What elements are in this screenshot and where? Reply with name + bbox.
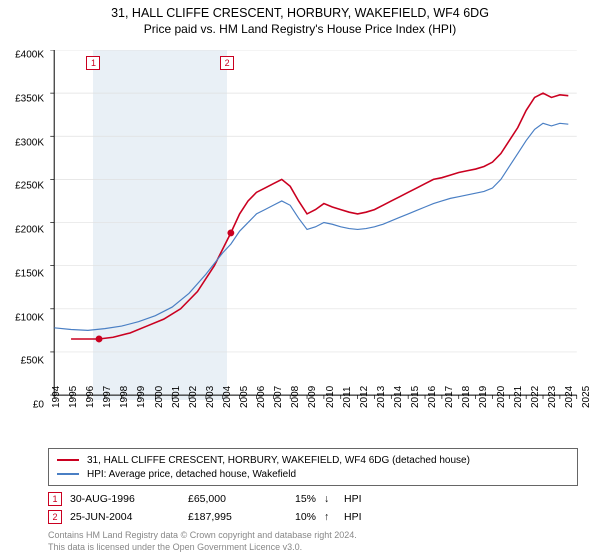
footer-attribution: Contains HM Land Registry data © Crown c…: [48, 530, 578, 553]
sale-pct: 15%: [276, 493, 316, 505]
sale-hpi-label: HPI: [344, 493, 374, 505]
legend-label: 31, HALL CLIFFE CRESCENT, HORBURY, WAKEF…: [87, 455, 470, 466]
legend-box: 31, HALL CLIFFE CRESCENT, HORBURY, WAKEF…: [48, 448, 578, 486]
sale-row: 2 25-JUN-2004 £187,995 10% ↑ HPI: [48, 508, 578, 526]
sale-marker-1: 1: [86, 56, 100, 70]
x-tick-label: 1997: [102, 386, 113, 408]
footer-line1: Contains HM Land Registry data © Crown c…: [48, 530, 578, 542]
y-tick-label: £400K: [0, 50, 44, 61]
x-tick-label: 2020: [496, 386, 507, 408]
x-tick-label: 2010: [325, 386, 336, 408]
y-tick-label: £350K: [0, 93, 44, 104]
x-tick-label: 2021: [513, 386, 524, 408]
x-tick-label: 2015: [410, 386, 421, 408]
legend-swatch: [57, 473, 79, 475]
x-tick-label: 1996: [85, 386, 96, 408]
x-tick-label: 1995: [68, 386, 79, 408]
y-tick-label: £200K: [0, 225, 44, 236]
x-tick-label: 2018: [461, 386, 472, 408]
title-subtitle: Price paid vs. HM Land Registry's House …: [0, 22, 600, 36]
x-tick-label: 2008: [290, 386, 301, 408]
x-tick-label: 2002: [188, 386, 199, 408]
legend-row: HPI: Average price, detached house, Wake…: [57, 467, 569, 481]
x-tick-label: 2013: [376, 386, 387, 408]
title-block: 31, HALL CLIFFE CRESCENT, HORBURY, WAKEF…: [0, 0, 600, 36]
x-tick-label: 2005: [239, 386, 250, 408]
sale-arrow-icon: ↑: [324, 511, 336, 523]
y-tick-label: £150K: [0, 268, 44, 279]
sale-date: 25-JUN-2004: [70, 511, 180, 523]
x-tick-label: 1999: [136, 386, 147, 408]
x-tick-label: 2024: [564, 386, 575, 408]
y-tick-label: £0: [0, 400, 44, 411]
y-tick-label: £100K: [0, 312, 44, 323]
x-tick-label: 2009: [307, 386, 318, 408]
y-tick-label: £300K: [0, 137, 44, 148]
y-tick-label: £250K: [0, 181, 44, 192]
sale-date: 30-AUG-1996: [70, 493, 180, 505]
x-tick-label: 2011: [342, 386, 353, 408]
x-tick-label: 1994: [51, 386, 62, 408]
sales-table: 1 30-AUG-1996 £65,000 15% ↓ HPI 2 25-JUN-2004 £1…: [48, 490, 578, 526]
legend-row: 31, HALL CLIFFE CRESCENT, HORBURY, WAKEF…: [57, 453, 569, 467]
sale-pct: 10%: [276, 511, 316, 523]
x-tick-label: 2016: [427, 386, 438, 408]
x-tick-label: 2007: [273, 386, 284, 408]
y-tick-label: £50K: [0, 356, 44, 367]
x-tick-label: 2014: [393, 386, 404, 408]
x-tick-label: 2023: [547, 386, 558, 408]
chart-area: [48, 50, 578, 400]
sale-price: £187,995: [188, 511, 268, 523]
sale-marker-2: 2: [220, 56, 234, 70]
x-tick-label: 2025: [581, 386, 592, 408]
sale-price: £65,000: [188, 493, 268, 505]
plot-svg: [48, 50, 578, 400]
x-tick-label: 2019: [478, 386, 489, 408]
legend-swatch: [57, 459, 79, 461]
sale-hpi-label: HPI: [344, 511, 374, 523]
x-tick-label: 2012: [359, 386, 370, 408]
footer-line2: This data is licensed under the Open Gov…: [48, 542, 578, 554]
x-tick-label: 2017: [444, 386, 455, 408]
x-tick-label: 1998: [119, 386, 130, 408]
chart-container: 31, HALL CLIFFE CRESCENT, HORBURY, WAKEF…: [0, 0, 600, 560]
x-tick-label: 2003: [205, 386, 216, 408]
x-tick-label: 2022: [530, 386, 541, 408]
sale-arrow-icon: ↓: [324, 493, 336, 505]
legend-label: HPI: Average price, detached house, Wake…: [87, 469, 296, 480]
sale-marker-icon: 2: [48, 510, 62, 524]
title-address: 31, HALL CLIFFE CRESCENT, HORBURY, WAKEF…: [0, 6, 600, 20]
x-tick-label: 2001: [171, 386, 182, 408]
x-tick-label: 2000: [154, 386, 165, 408]
sale-row: 1 30-AUG-1996 £65,000 15% ↓ HPI: [48, 490, 578, 508]
x-tick-label: 2006: [256, 386, 267, 408]
sale-marker-icon: 1: [48, 492, 62, 506]
x-tick-label: 2004: [222, 386, 233, 408]
